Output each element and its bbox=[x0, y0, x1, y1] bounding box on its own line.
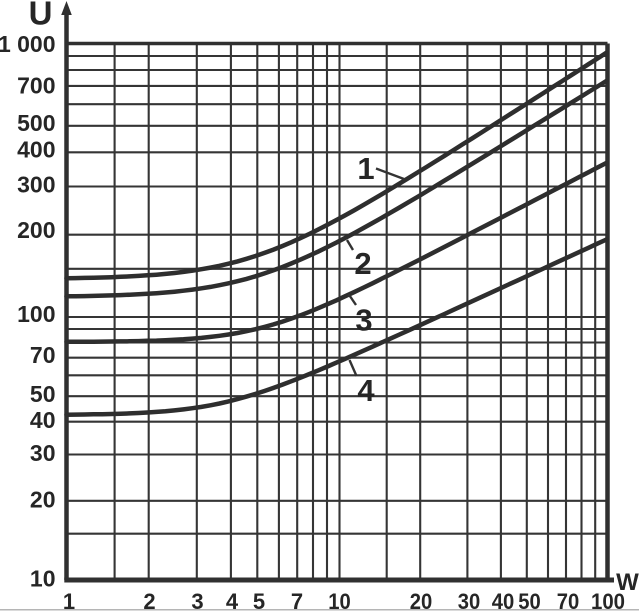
svg-text:10: 10 bbox=[30, 566, 56, 592]
svg-text:4: 4 bbox=[226, 589, 239, 611]
svg-text:3: 3 bbox=[191, 589, 203, 611]
svg-text:40: 40 bbox=[30, 407, 56, 433]
svg-text:1 000: 1 000 bbox=[0, 31, 56, 57]
svg-text:3: 3 bbox=[355, 303, 372, 338]
svg-text:10: 10 bbox=[328, 589, 351, 611]
svg-text:200: 200 bbox=[17, 217, 55, 243]
svg-text:500: 500 bbox=[17, 110, 55, 136]
svg-text:50: 50 bbox=[30, 381, 56, 407]
svg-text:2: 2 bbox=[354, 246, 371, 281]
svg-text:40: 40 bbox=[492, 589, 515, 611]
svg-text:700: 700 bbox=[17, 73, 55, 99]
svg-text:100: 100 bbox=[17, 301, 55, 327]
svg-text:20: 20 bbox=[410, 589, 433, 611]
svg-text:300: 300 bbox=[17, 172, 55, 198]
svg-text:1: 1 bbox=[63, 589, 75, 611]
svg-text:30: 30 bbox=[30, 440, 56, 466]
svg-text:2: 2 bbox=[143, 589, 155, 611]
svg-text:W: W bbox=[616, 569, 639, 596]
svg-text:20: 20 bbox=[30, 487, 56, 513]
svg-text:50: 50 bbox=[518, 589, 541, 611]
svg-text:400: 400 bbox=[17, 137, 55, 163]
svg-text:1: 1 bbox=[357, 151, 374, 186]
svg-text:30: 30 bbox=[458, 589, 481, 611]
svg-text:70: 70 bbox=[557, 589, 580, 611]
svg-text:U: U bbox=[29, 0, 53, 32]
svg-text:7: 7 bbox=[291, 589, 303, 611]
svg-text:4: 4 bbox=[357, 373, 375, 408]
svg-text:5: 5 bbox=[253, 589, 265, 611]
svg-text:70: 70 bbox=[30, 342, 56, 368]
